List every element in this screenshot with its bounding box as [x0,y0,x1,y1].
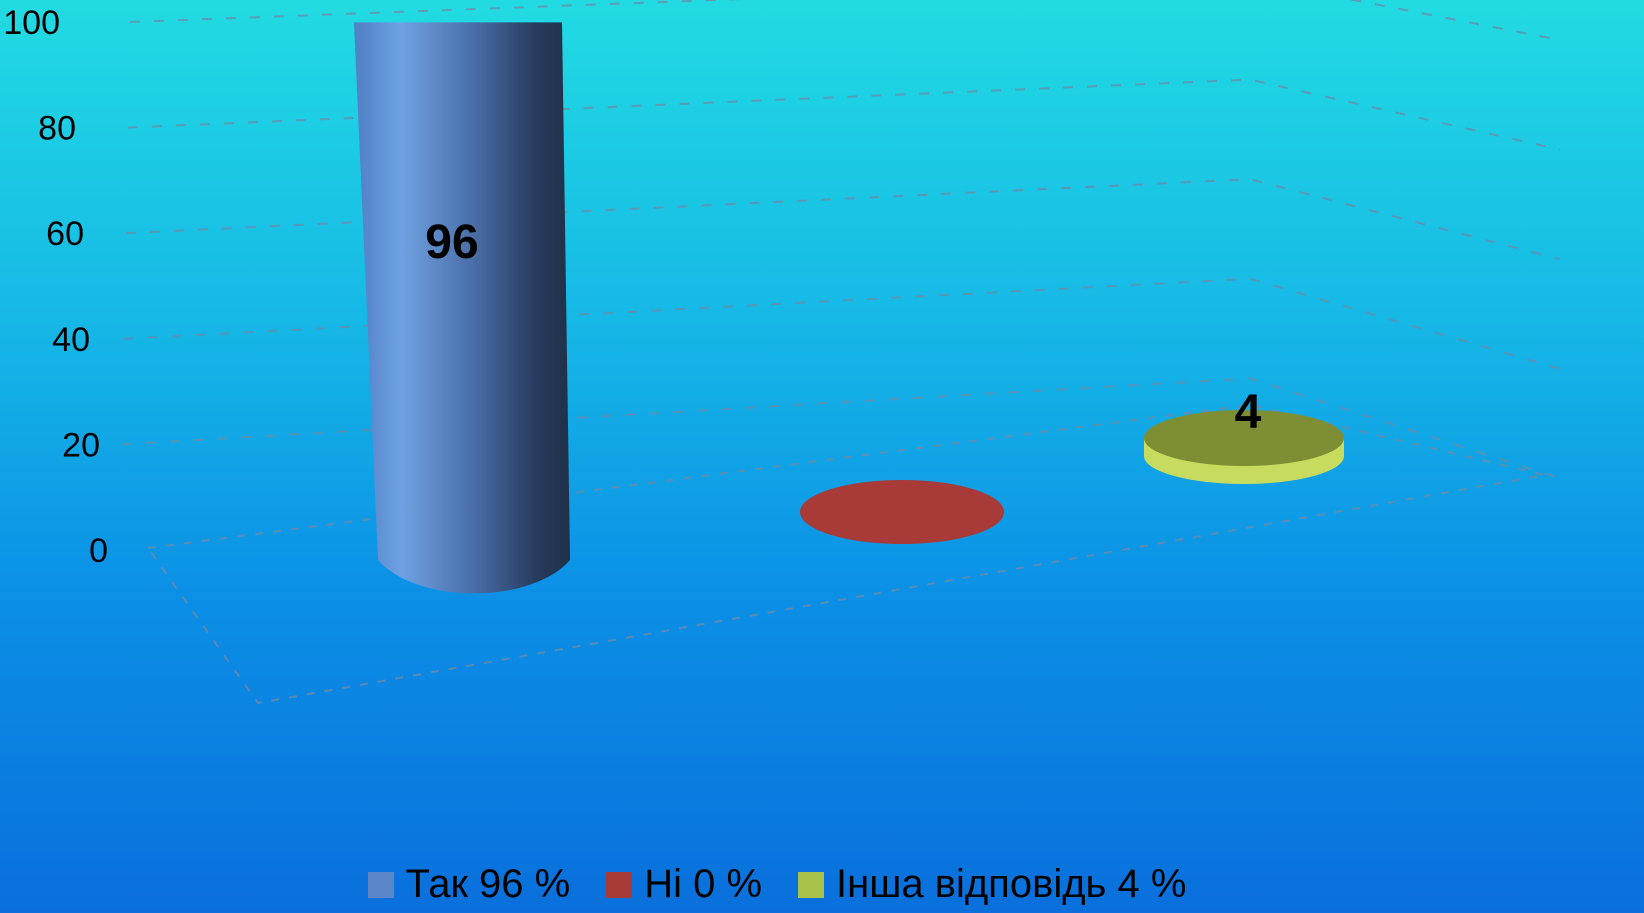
gridlines [121,0,1561,480]
legend-label-no: Ні 0 % [644,862,763,906]
gridline [121,377,1561,480]
y-tick-label: 100 [3,4,60,42]
data-label: 4 [1235,386,1262,439]
data-labels: 96 4 [425,216,1261,439]
legend: Так 96 % Ні 0 % Інша відповідь 4 % [0,862,1644,907]
legend-swatch-other [798,871,825,898]
bars [354,22,1344,594]
gridline [127,78,1561,151]
y-tick-label: 20 [62,426,100,464]
data-label: 96 [425,216,478,269]
y-tick-label: 40 [52,321,90,359]
legend-swatch-no [606,871,633,898]
y-tick-label: 80 [38,110,76,148]
gridline [123,277,1561,370]
legend-label-other: Інша відповідь 4 % [836,862,1187,906]
gridline [125,178,1561,261]
chart-floor [146,403,1546,705]
y-tick-label: 0 [89,532,108,570]
gridline [129,0,1561,41]
legend-item-other: Інша відповідь 4 % [798,862,1186,907]
bar-ni [800,480,1004,544]
y-tick-label: 60 [46,215,84,253]
floor-outline [146,403,1546,705]
y-axis-ticks: 0 20 40 60 80 100 [3,4,108,570]
legend-item-yes: Так 96 % [367,862,571,907]
legend-item-no: Ні 0 % [606,862,762,907]
bar-so [354,22,570,594]
bar-other-top [1144,410,1344,466]
legend-swatch-yes [367,871,394,898]
legend-label-yes: Так 96 % [405,862,571,906]
